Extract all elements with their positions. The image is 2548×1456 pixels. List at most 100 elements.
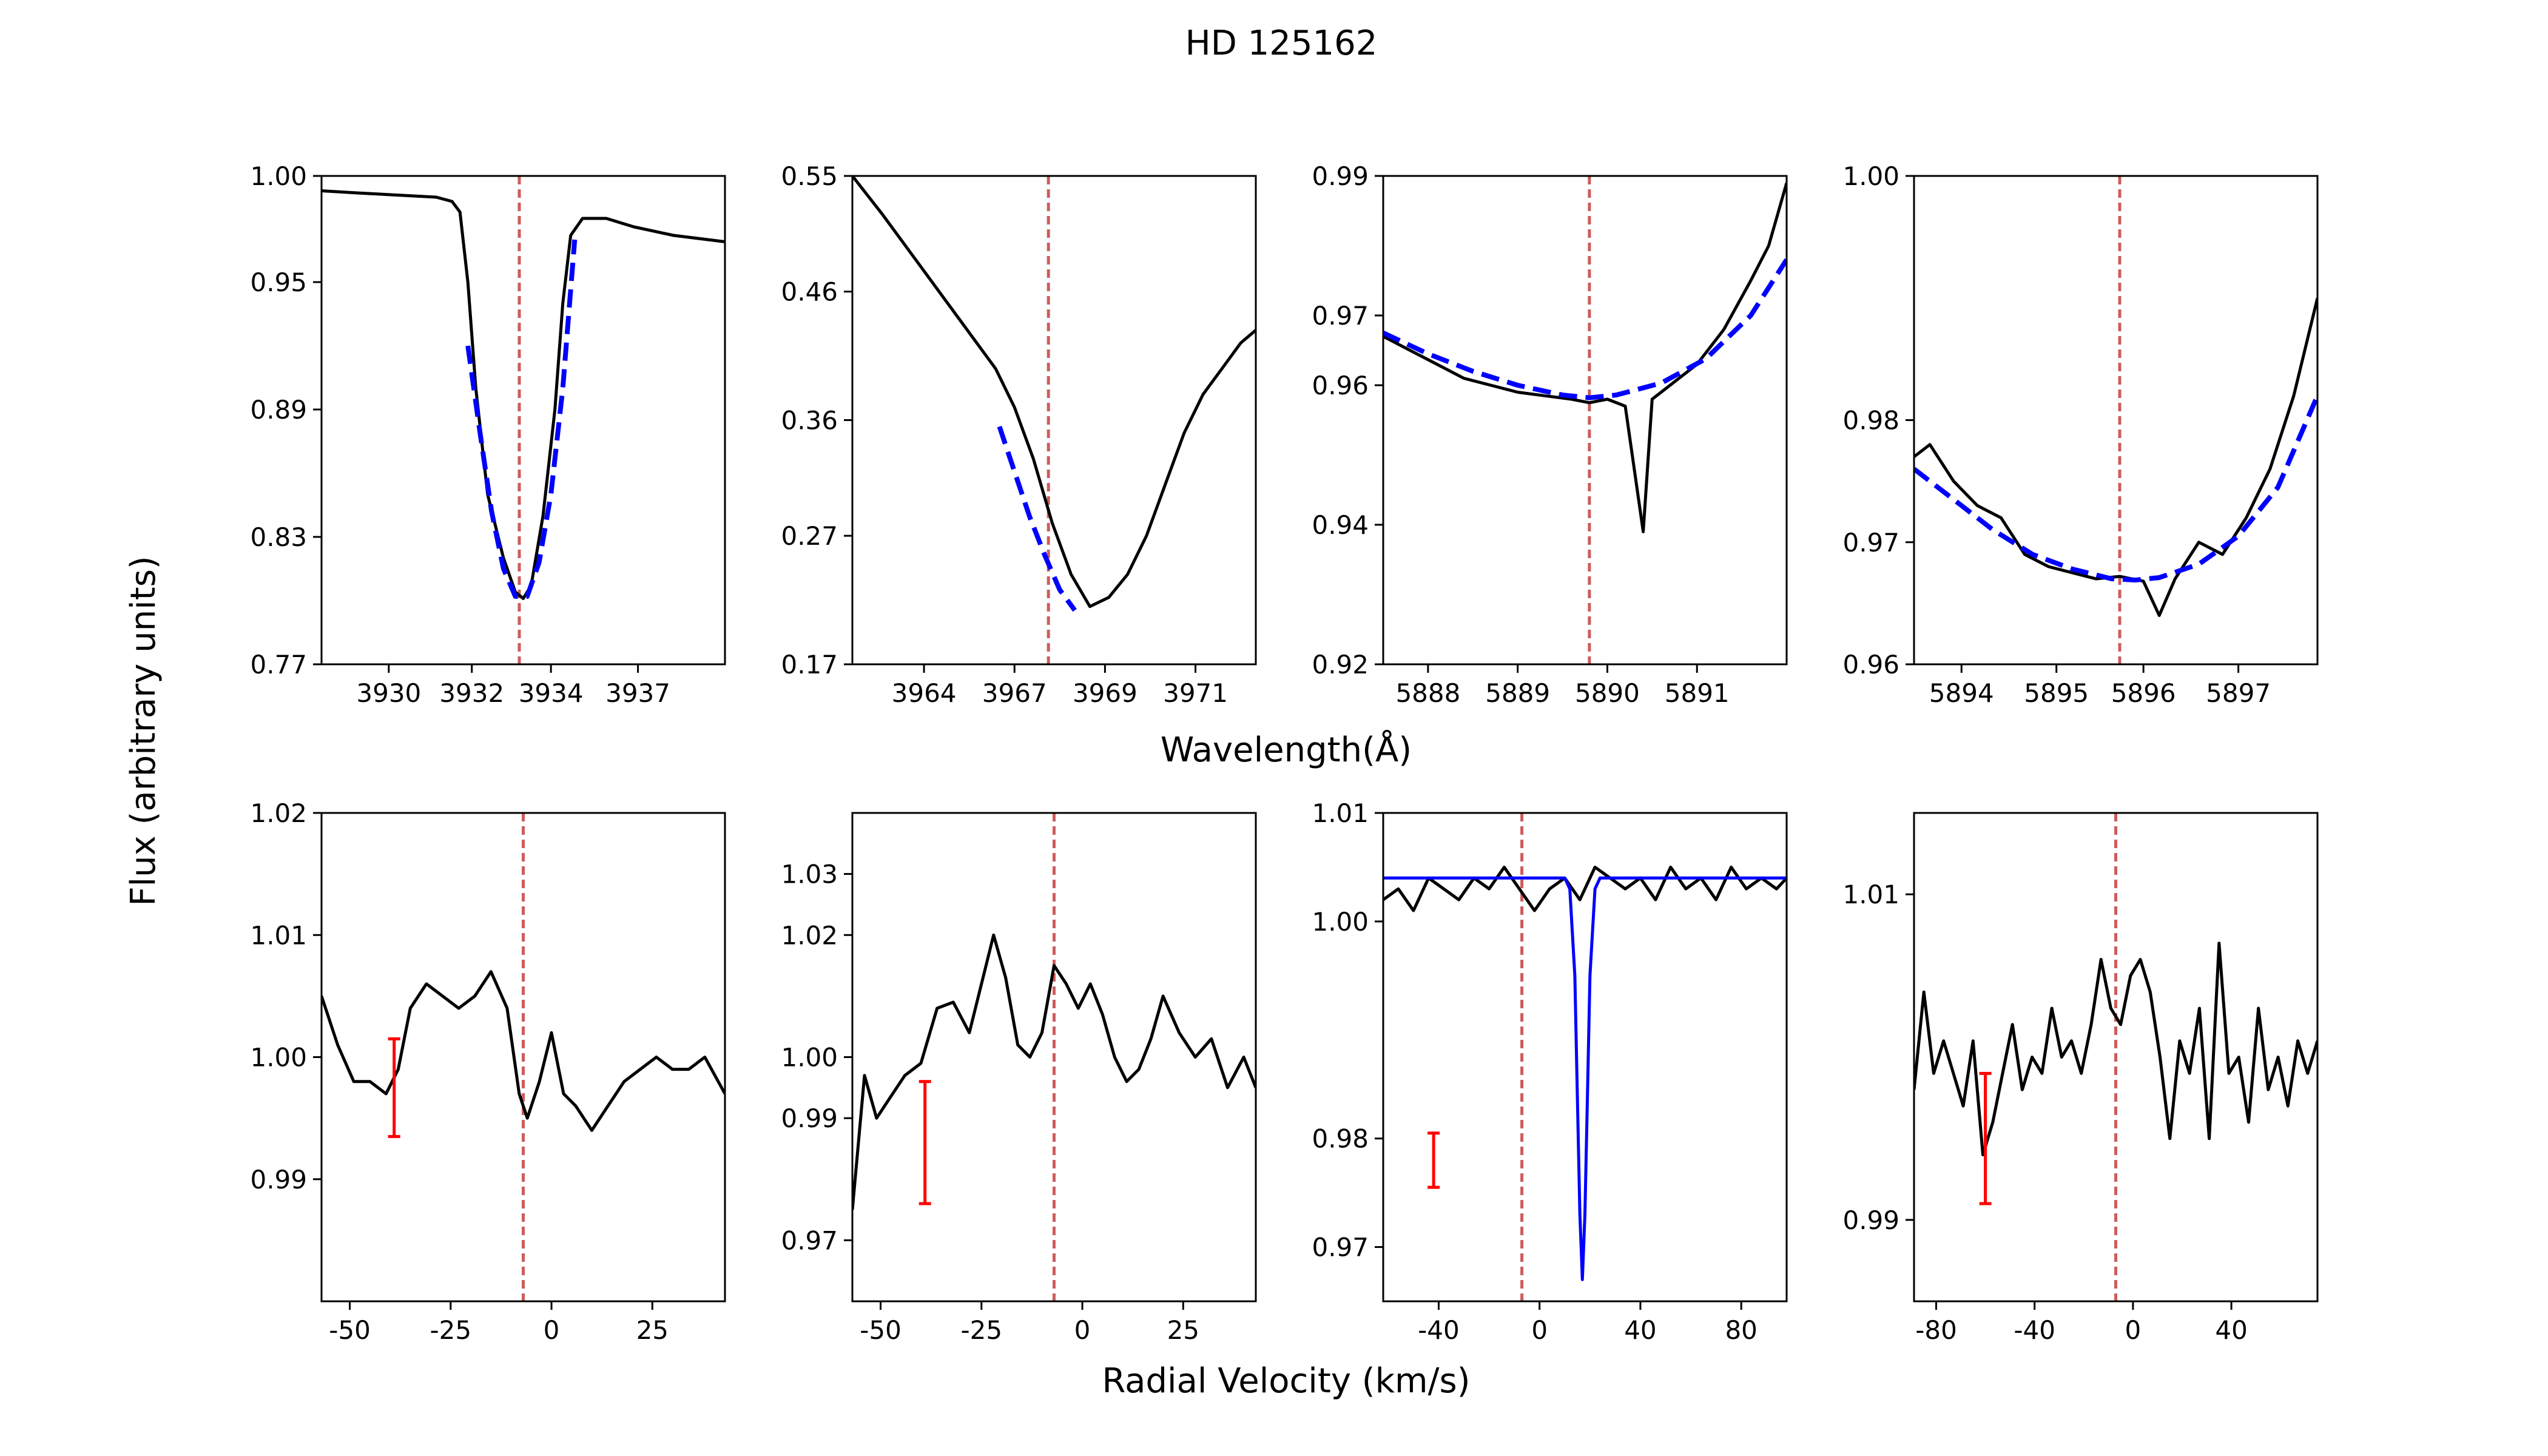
fit-line — [1383, 876, 1787, 1281]
panel-bottom-1: -50 -25 0 25 0.99 1.00 1.01 1.02 — [250, 798, 726, 1345]
fit-line — [1383, 258, 1787, 400]
y-tick-label: 0.83 — [250, 522, 307, 552]
x-tick-label: 3967 — [982, 678, 1047, 708]
y-axis-label: Flux (arbitrary units) — [124, 556, 163, 906]
spectrum-line — [322, 189, 725, 600]
y-tick-label: 1.00 — [250, 161, 307, 191]
y-tick-label: 0.89 — [250, 395, 307, 425]
x-tick-label: 3969 — [1073, 678, 1138, 708]
x-tick-label: 3930 — [356, 678, 421, 708]
y-tick-label: 0.95 — [250, 268, 307, 297]
error-bar — [1979, 1071, 1992, 1205]
spectrum-line — [1383, 182, 1787, 533]
y-tick-label: 0.99 — [781, 1104, 838, 1133]
y-tick-label: 0.97 — [1842, 528, 1899, 558]
x-tick-label: 5895 — [2024, 678, 2089, 708]
spectrum-line — [322, 970, 725, 1132]
x-tick-label: -50 — [860, 1315, 902, 1345]
x-tick-label: -50 — [329, 1315, 371, 1345]
wavelength-axis-label: Wavelength(Å) — [1161, 730, 1412, 770]
x-tick-label: 25 — [636, 1315, 669, 1345]
spectrum-line — [852, 933, 1256, 1210]
panel-frame — [1382, 812, 1788, 1303]
x-tick-label: 5890 — [1575, 678, 1640, 708]
plot-area — [322, 176, 725, 664]
x-tick-label: 0 — [2125, 1315, 2142, 1345]
plot-area — [1914, 176, 2317, 664]
y-tick-label: 1.01 — [1842, 880, 1899, 909]
x-tick-label: 0 — [1074, 1315, 1091, 1345]
y-tick-label: 1.01 — [1312, 798, 1369, 828]
y-tick-label: 0.96 — [1842, 650, 1899, 679]
x-tick-label: -40 — [2014, 1315, 2055, 1345]
spectrum-line — [1383, 865, 1787, 912]
x-tick-label: 5896 — [2111, 678, 2176, 708]
plot-area — [1914, 813, 2317, 1301]
x-tick-label: -40 — [1418, 1315, 1460, 1345]
y-tick-label: 0.17 — [781, 650, 838, 679]
x-tick-label: 5891 — [1665, 678, 1730, 708]
y-tick-label: 0.96 — [1312, 371, 1369, 400]
y-tick-label: 0.97 — [781, 1225, 838, 1255]
y-tick-label: 1.00 — [1842, 161, 1899, 191]
panel-top-4: 5894 5895 5896 5897 0.96 0.97 0.98 1.00 — [1842, 161, 2319, 708]
y-tick-label: 0.98 — [1842, 406, 1899, 436]
y-tick-label: 0.99 — [250, 1165, 307, 1195]
x-tick-label: 3971 — [1163, 678, 1228, 708]
y-tick-label: 1.02 — [250, 798, 307, 828]
y-tick-label: 0.97 — [1312, 301, 1369, 331]
panel-top-1: 3930 3932 3934 3937 0.77 0.83 0.89 0.95 1.00 — [250, 161, 726, 708]
radial-velocity-axis-label: Radial Velocity (km/s) — [1102, 1361, 1471, 1401]
error-bar — [918, 1080, 931, 1205]
spectrum-line — [1914, 297, 2317, 617]
fit-line — [997, 425, 1077, 612]
spectrum-line — [1914, 942, 2317, 1156]
error-bar — [1427, 1131, 1440, 1189]
x-tick-label: 5897 — [2206, 678, 2271, 708]
plot-area — [1383, 176, 1787, 664]
y-tick-label: 0.97 — [1312, 1233, 1369, 1262]
panel-top-3: 5888 5889 5890 5891 0.92 0.94 0.96 0.97 0.99 — [1312, 161, 1788, 708]
panel-top-2: 3964 3967 3969 3971 0.17 0.27 0.36 0.46 0.55 — [781, 161, 1257, 708]
y-tick-label: 0.94 — [1312, 510, 1369, 540]
x-tick-label: 40 — [1624, 1315, 1656, 1345]
x-tick-label: 3937 — [605, 678, 670, 708]
y-tick-label: 0.92 — [1312, 650, 1369, 679]
x-tick-label: 80 — [1725, 1315, 1757, 1345]
error-bar — [388, 1037, 400, 1138]
y-tick-label: 1.00 — [250, 1043, 307, 1073]
x-tick-label: -25 — [430, 1315, 471, 1345]
y-tick-label: 0.99 — [1312, 161, 1369, 191]
x-tick-label: -25 — [960, 1315, 1002, 1345]
plot-area — [852, 176, 1256, 664]
panel-bottom-3: -40 0 40 80 0.97 0.98 1.00 1.01 — [1312, 798, 1788, 1345]
y-tick-label: 0.36 — [781, 406, 838, 436]
x-tick-label: 3932 — [439, 678, 504, 708]
panel-bottom-2: -50 -25 0 25 0.97 0.99 1.00 1.02 1.03 — [781, 812, 1257, 1345]
y-tick-label: 0.98 — [1312, 1124, 1369, 1154]
x-tick-label: 0 — [1531, 1315, 1548, 1345]
x-tick-label: 25 — [1167, 1315, 1199, 1345]
plot-area — [322, 813, 725, 1301]
y-tick-label: 0.27 — [781, 521, 838, 551]
y-tick-label: 1.03 — [781, 860, 838, 889]
y-tick-label: 0.46 — [781, 277, 838, 307]
x-tick-label: 5889 — [1485, 678, 1550, 708]
panel-frame — [1382, 175, 1788, 666]
fit-line — [1914, 394, 2317, 583]
panel-bottom-4: -80 -40 0 40 0.99 1.01 — [1842, 812, 2319, 1345]
figure-title: HD 125162 — [1185, 24, 1378, 63]
y-tick-label: 1.01 — [250, 920, 307, 950]
x-tick-label: 5888 — [1395, 678, 1460, 708]
x-tick-label: 3964 — [892, 678, 957, 708]
panel-frame — [1913, 812, 2319, 1303]
y-tick-label: 1.02 — [781, 920, 838, 950]
y-tick-label: 0.99 — [1842, 1205, 1899, 1235]
x-tick-label: -80 — [1915, 1315, 1957, 1345]
y-tick-label: 0.77 — [250, 650, 307, 679]
spectrum-line — [852, 176, 1256, 608]
x-tick-label: 40 — [2215, 1315, 2247, 1345]
x-tick-label: 0 — [544, 1315, 560, 1345]
